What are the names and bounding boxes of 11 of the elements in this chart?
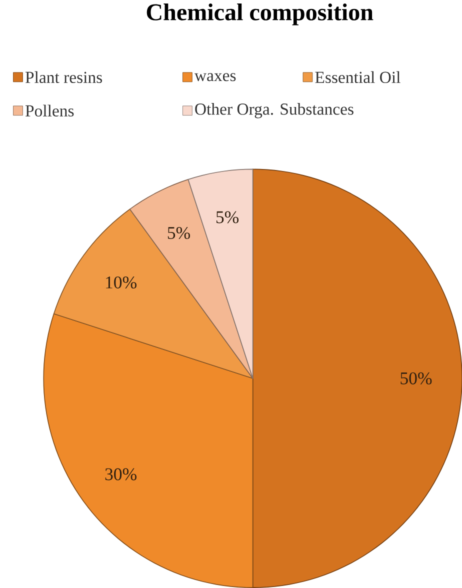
legend-label: Pollens: [25, 104, 74, 117]
data-label: 30%: [105, 468, 136, 480]
legend-label: waxes: [194, 73, 236, 82]
data-label: 5%: [168, 226, 190, 240]
legend-label: Plant resins: [25, 71, 102, 84]
data-label: 10%: [106, 276, 136, 289]
chart-title: Chemical composition: [146, 3, 373, 26]
data-label: 50%: [400, 372, 432, 384]
data-label: 5%: [216, 211, 238, 224]
legend-label: Essential Oil: [315, 71, 400, 84]
legend-label: Other Orga. Substances: [194, 103, 354, 118]
